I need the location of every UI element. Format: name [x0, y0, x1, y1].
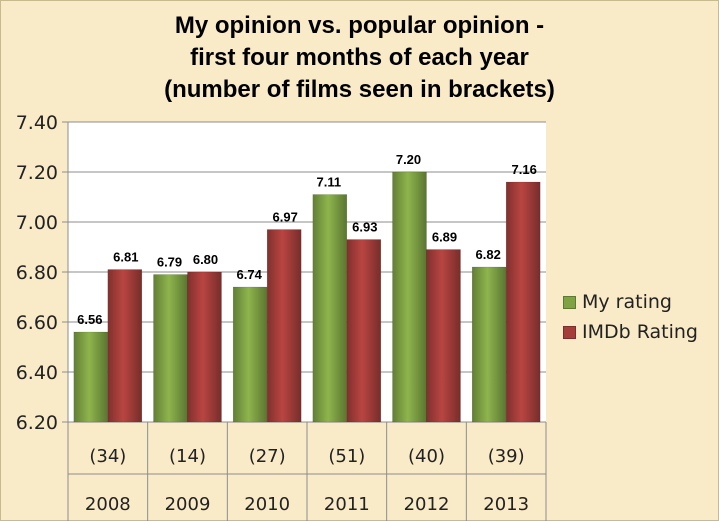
- data-label-imdb-rating: 6.80: [193, 252, 218, 267]
- x-category-count: (34): [89, 446, 126, 467]
- x-category-count: (27): [249, 446, 286, 467]
- chart-title-line-3: (number of films seen in brackets): [164, 76, 555, 103]
- y-tick-label: 7.20: [16, 162, 58, 184]
- x-category-label: 2008: [85, 494, 131, 515]
- x-category-label: 2009: [165, 494, 211, 515]
- y-tick-label: 7.40: [16, 112, 58, 134]
- bar-my-rating: [471, 266, 507, 423]
- bar-imdb-rating: [346, 239, 382, 423]
- legend-label-imdb-rating: IMDb Rating: [582, 321, 698, 343]
- bar-imdb-rating: [426, 249, 461, 423]
- legend-label-my-rating: My rating: [582, 291, 672, 313]
- data-label-my-rating: 7.11: [317, 175, 342, 190]
- bar-my-rating: [392, 171, 427, 423]
- legend-item-imdb-rating: IMDb Rating: [563, 317, 698, 347]
- x-category-label: 2010: [244, 494, 290, 515]
- x-category-count: (14): [169, 446, 206, 467]
- bar-my-rating: [312, 194, 348, 423]
- chart-title-line-1: My opinion vs. popular opinion -: [174, 12, 545, 39]
- y-tick-label: 6.20: [16, 412, 58, 434]
- y-tick-label: 7.00: [16, 212, 58, 234]
- y-tick-label: 6.40: [16, 362, 58, 384]
- x-category-count: (40): [408, 446, 445, 467]
- legend-item-my-rating: My rating: [563, 287, 698, 317]
- data-label-my-rating: 6.74: [237, 267, 263, 282]
- legend-swatch-imdb-rating: [563, 325, 576, 339]
- legend-swatch-my-rating: [563, 295, 576, 309]
- data-label-imdb-rating: 6.81: [113, 250, 138, 265]
- data-label-my-rating: 6.79: [157, 255, 182, 270]
- x-category-label: 2012: [404, 494, 450, 515]
- data-label-my-rating: 6.82: [476, 247, 501, 262]
- x-category-label: 2011: [324, 494, 370, 515]
- bar-imdb-rating: [266, 229, 302, 423]
- chart-title-line-2: first four months of each year: [190, 44, 529, 71]
- y-tick-label: 6.80: [16, 262, 58, 284]
- bar-my-rating: [153, 274, 188, 423]
- bar-my-rating: [232, 286, 268, 423]
- data-label-my-rating: 7.20: [396, 152, 421, 167]
- data-label-my-rating: 6.56: [77, 312, 102, 327]
- x-category-count: (39): [488, 446, 525, 467]
- x-category-label: 2013: [483, 494, 529, 515]
- data-label-imdb-rating: 6.97: [273, 210, 298, 225]
- data-label-imdb-rating: 6.93: [352, 220, 377, 235]
- bar-imdb-rating: [107, 269, 143, 423]
- bar-imdb-rating: [187, 271, 222, 423]
- legend: My rating IMDb Rating: [563, 287, 698, 347]
- y-tick-label: 6.60: [16, 312, 58, 334]
- data-label-imdb-rating: 6.89: [432, 230, 457, 245]
- bar-my-rating: [73, 331, 109, 423]
- bar-imdb-rating: [505, 181, 541, 423]
- x-category-count: (51): [328, 446, 365, 467]
- data-label-imdb-rating: 7.16: [512, 162, 537, 177]
